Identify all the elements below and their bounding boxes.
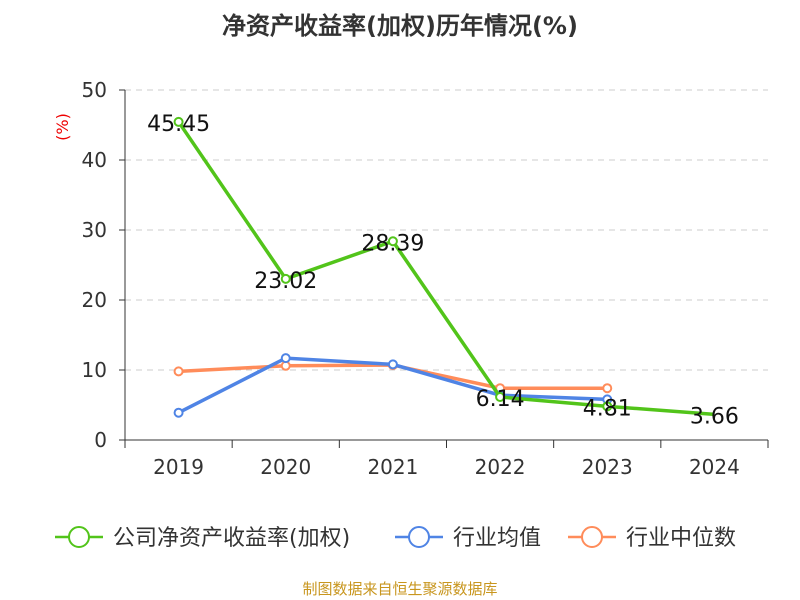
x-tick-label: 2020 — [260, 455, 311, 479]
data-point — [387, 236, 398, 247]
data-point — [495, 392, 506, 403]
legend-label: 行业中位数 — [626, 526, 736, 551]
data-point — [173, 366, 184, 377]
legend-marker-icon — [581, 526, 603, 548]
data-point — [280, 273, 291, 284]
data-label: 45.45 — [147, 112, 210, 137]
data-label: 3.66 — [690, 404, 739, 429]
x-tick-label: 2024 — [689, 455, 740, 479]
y-axis-label: (%) — [53, 113, 72, 141]
legend-marker-icon — [408, 526, 430, 548]
data-label: 23.02 — [254, 269, 317, 294]
data-label: 28.39 — [361, 231, 424, 256]
legend-marker-icon — [68, 526, 90, 548]
y-tick-label: 20 — [82, 288, 107, 312]
data-point — [602, 383, 613, 394]
y-tick-label: 0 — [94, 428, 107, 452]
y-tick-label: 40 — [82, 148, 107, 172]
legend-label: 行业均值 — [453, 526, 541, 551]
data-point — [387, 359, 398, 370]
x-tick-label: 2022 — [475, 455, 526, 479]
x-tick-label: 2019 — [153, 455, 204, 479]
x-tick-label: 2023 — [582, 455, 633, 479]
data-point — [173, 407, 184, 418]
x-tick-label: 2021 — [367, 455, 418, 479]
legend-label: 公司净资产收益率(加权) — [113, 526, 350, 551]
chart-title: 净资产收益率(加权)历年情况(%) — [222, 12, 578, 40]
data-label: 6.14 — [476, 387, 525, 412]
data-point — [173, 116, 184, 127]
data-point — [602, 401, 613, 412]
data-point — [280, 353, 291, 364]
y-tick-label: 50 — [82, 78, 107, 102]
y-tick-label: 30 — [82, 218, 107, 242]
source-note: 制图数据来自恒生聚源数据库 — [302, 580, 498, 598]
data-label: 4.81 — [583, 396, 632, 421]
y-tick-label: 10 — [82, 358, 107, 382]
series-line-0 — [177, 120, 715, 417]
